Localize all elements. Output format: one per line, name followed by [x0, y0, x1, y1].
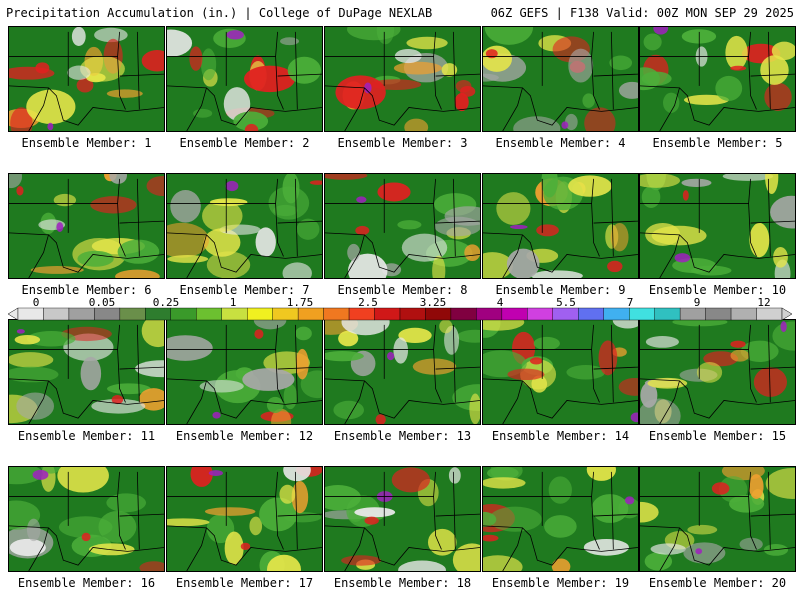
map-panel-member-9: [482, 173, 639, 279]
colorbar-segment: [756, 307, 783, 321]
member-label: Ensemble Member: 11: [17, 429, 156, 443]
map-panel-member-18: [324, 466, 481, 572]
colorbar-segment: [552, 307, 579, 321]
colorbar-tick-label: 0.25: [152, 296, 180, 309]
member-label: Ensemble Member: 4: [495, 136, 626, 150]
colorbar-segment: [425, 307, 452, 321]
map-panel-member-20: [639, 466, 796, 572]
map-panel-member-12: [166, 319, 323, 425]
colorbar-segment: [221, 307, 248, 321]
member-label: Ensemble Member: 8: [337, 283, 468, 297]
member-label: Ensemble Member: 2: [179, 136, 310, 150]
colorbar-segment: [43, 307, 70, 321]
map-panel-member-15: [639, 319, 796, 425]
colorbar-segment: [527, 307, 554, 321]
colorbar-tick-label: 5.5: [556, 296, 576, 309]
colorbar-right-arrow: [781, 307, 792, 321]
member-label: Ensemble Member: 18: [333, 576, 472, 590]
member-label: Ensemble Member: 6: [21, 283, 152, 297]
colorbar-tick-label: 1: [229, 296, 237, 309]
map-panel-member-7: [166, 173, 323, 279]
valid-time: 06Z GEFS | F138 Valid: 00Z MON SEP 29 20…: [490, 6, 794, 20]
colorbar-segment: [603, 307, 630, 321]
colorbar-segment: [119, 307, 146, 321]
member-label: Ensemble Member: 7: [179, 283, 310, 297]
colorbar-tick-label: 0.05: [88, 296, 116, 309]
member-label: Ensemble Member: 19: [491, 576, 630, 590]
colorbar-segment: [476, 307, 503, 321]
colorbar-segment: [348, 307, 375, 321]
colorbar-segment: [170, 307, 197, 321]
colorbar-tick-label: 2.5: [358, 296, 378, 309]
colorbar-tick-label: 9: [693, 296, 701, 309]
colorbar-segment: [68, 307, 95, 321]
map-panel-member-8: [324, 173, 481, 279]
colorbar-segment: [323, 307, 350, 321]
colorbar-segment: [17, 307, 44, 321]
map-panel-member-16: [8, 466, 165, 572]
colorbar-left-arrow: [8, 307, 19, 321]
map-panel-member-14: [482, 319, 639, 425]
colorbar-segment: [629, 307, 655, 321]
colorbar-segment: [399, 307, 426, 321]
member-label: Ensemble Member: 5: [652, 136, 783, 150]
member-label: Ensemble Member: 15: [648, 429, 787, 443]
colorbar-segment: [196, 307, 222, 321]
map-panel-member-1: [8, 26, 165, 132]
map-panel-member-17: [166, 466, 323, 572]
map-panel-member-11: [8, 319, 165, 425]
colorbar-segment: [578, 307, 604, 321]
map-panel-member-5: [639, 26, 796, 132]
member-label: Ensemble Member: 16: [17, 576, 156, 590]
member-label: Ensemble Member: 17: [175, 576, 314, 590]
member-label: Ensemble Member: 14: [491, 429, 630, 443]
colorbar-tick-label: 3.25: [419, 296, 447, 309]
member-label: Ensemble Member: 20: [648, 576, 787, 590]
colorbar-tick-label: 12: [757, 296, 771, 309]
colorbar: [8, 307, 792, 321]
colorbar-segment: [374, 307, 401, 321]
map-panel-member-19: [482, 466, 639, 572]
colorbar-tick-label: 4: [496, 296, 504, 309]
colorbar-segment: [705, 307, 732, 321]
colorbar-segment: [94, 307, 121, 321]
colorbar-segment: [730, 307, 757, 321]
colorbar-tick-label: 1.75: [286, 296, 314, 309]
map-panel-member-13: [324, 319, 481, 425]
colorbar-segment: [145, 307, 172, 321]
colorbar-segment: [501, 307, 528, 321]
colorbar-segment: [272, 307, 299, 321]
member-label: Ensemble Member: 9: [495, 283, 626, 297]
map-panel-member-10: [639, 173, 796, 279]
map-panel-member-3: [324, 26, 481, 132]
member-label: Ensemble Member: 12: [175, 429, 314, 443]
member-label: Ensemble Member: 10: [648, 283, 787, 297]
map-panel-member-6: [8, 173, 165, 279]
colorbar-tick-label: 7: [626, 296, 634, 309]
colorbar-segment: [246, 307, 273, 321]
member-label: Ensemble Member: 3: [337, 136, 468, 150]
colorbar-segment: [297, 307, 324, 321]
member-label: Ensemble Member: 1: [21, 136, 152, 150]
map-panel-member-4: [482, 26, 639, 132]
page-title: Precipitation Accumulation (in.) | Colle…: [6, 6, 433, 20]
colorbar-segment: [679, 307, 706, 321]
member-label: Ensemble Member: 13: [333, 429, 472, 443]
map-panel-member-2: [166, 26, 323, 132]
colorbar-tick-label: 0: [32, 296, 40, 309]
colorbar-segment: [654, 307, 681, 321]
colorbar-segment: [450, 307, 477, 321]
